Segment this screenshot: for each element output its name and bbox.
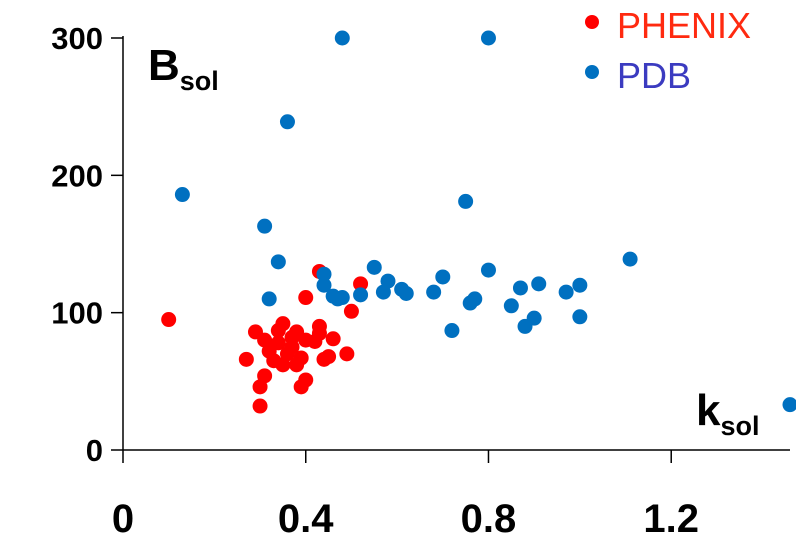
data-point [435,269,451,285]
data-point [503,298,519,314]
data-point [334,30,350,46]
x-tick-label: 0.4 [278,497,334,535]
data-point [270,254,286,270]
x-axis-title: ksol [696,386,760,441]
y-ticks: 0 100 200 300 [51,21,123,468]
data-point [161,312,177,328]
legend: PHENIX PDB [585,5,751,96]
data-point [252,398,268,414]
data-point [558,284,574,300]
data-point [480,262,496,278]
axes: 0 100 200 300 0 0.4 0.8 1.2 [51,21,790,535]
data-point [298,290,314,306]
data-point [458,193,474,209]
x-tick-label: 0 [112,497,134,535]
x-axis-title-sub: sol [720,411,759,441]
data-point [526,310,542,326]
y-tick-label: 200 [51,158,103,193]
y-axis-title-sub: sol [180,66,219,96]
data-point [325,331,341,347]
data-point [572,277,588,293]
y-axis-title: Bsol [148,41,219,96]
data-points [161,30,796,414]
legend-marker-pdb [585,65,599,79]
data-point [398,285,414,301]
data-point [316,277,332,293]
data-point [353,287,369,303]
data-point [279,114,295,130]
data-point [298,372,314,388]
data-point [380,273,396,289]
data-point [174,187,190,203]
data-point [480,30,496,46]
data-point [316,266,332,282]
x-tick-label: 1.2 [643,497,699,535]
y-axis-title-main: B [148,41,180,90]
series-phenix [161,263,369,414]
x-tick-label: 0.8 [461,497,517,535]
data-point [467,291,483,307]
legend-marker-phenix [585,15,599,29]
data-point [444,323,460,339]
data-point [572,309,588,325]
data-point [334,290,350,306]
data-point [622,251,638,267]
data-point [366,259,382,275]
data-point [311,325,327,341]
y-tick-label: 100 [51,296,103,331]
legend-label-pdb: PDB [617,55,691,96]
x-axis-title-main: k [696,386,721,435]
y-tick-label: 0 [86,433,103,468]
legend-label-phenix: PHENIX [617,5,751,46]
data-point [531,276,547,292]
data-point [238,351,254,367]
data-point [343,303,359,319]
data-point [321,349,337,365]
data-point [782,397,796,413]
x-ticks: 0 0.4 0.8 1.2 [112,450,699,535]
data-point [353,276,369,292]
data-point [261,291,277,307]
data-point [257,368,273,384]
data-point [339,346,355,362]
y-tick-label: 300 [51,21,103,56]
data-point [257,218,273,234]
data-point [426,284,442,300]
data-point [275,316,291,332]
data-point [293,350,309,366]
data-point [512,280,528,296]
data-point [284,339,300,355]
data-point [270,335,286,351]
series-pdb [174,30,796,413]
